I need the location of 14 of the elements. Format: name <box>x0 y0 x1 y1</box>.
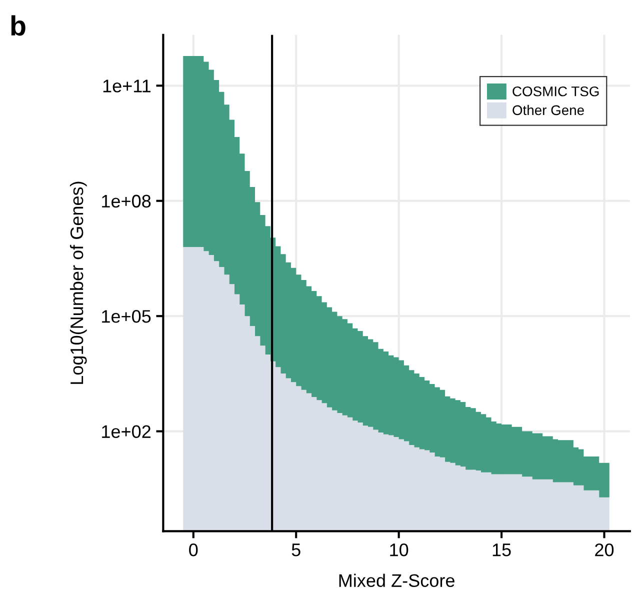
x-tick-label: 5 <box>292 544 300 556</box>
x-axis-title: Mixed Z-Score <box>339 574 454 588</box>
x-tick-label: 20 <box>595 544 614 556</box>
x-tick-label: 10 <box>390 544 408 556</box>
y-tick-label: 1e+11 <box>103 80 151 92</box>
x-tick-label: 0 <box>189 544 198 556</box>
y-tick-label: 1e+05 <box>102 310 151 323</box>
y-axis-title: Log10(Number of Genes) <box>70 182 87 384</box>
y-tick-label: 1e+08 <box>102 194 151 208</box>
legend-label: Other Gene <box>512 104 584 116</box>
y-tick-label: 1e+02 <box>102 425 150 438</box>
legend-label: COSMIC TSG <box>512 86 599 96</box>
chart-title: b <box>11 15 26 36</box>
x-tick-label: 15 <box>492 544 511 556</box>
